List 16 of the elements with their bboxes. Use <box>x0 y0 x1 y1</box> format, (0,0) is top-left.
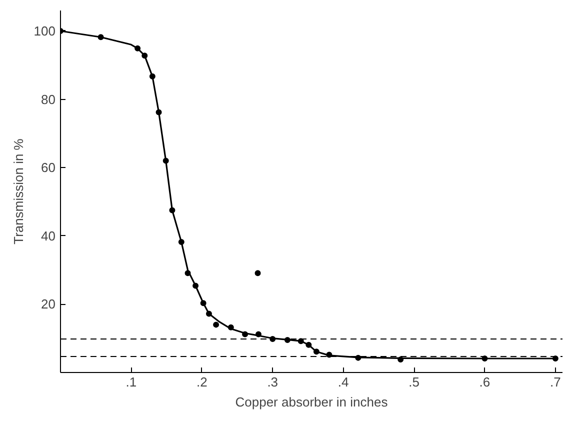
x-tick-label: .1 <box>126 374 137 390</box>
x-tick-label: .2 <box>196 374 208 390</box>
y-axis-title: Transmission in % <box>10 138 26 244</box>
x-tick-label: .5 <box>408 374 420 390</box>
x-tick-label: .4 <box>338 374 349 390</box>
x-tick-label: .6 <box>479 374 490 390</box>
x-tick-label: .7 <box>550 374 561 390</box>
y-tick-label: 100 <box>34 23 56 38</box>
point <box>254 270 261 276</box>
y-tick-label: 40 <box>41 228 56 244</box>
point <box>213 322 220 328</box>
y-tick-label: 60 <box>41 160 56 176</box>
y-tick-label: 20 <box>41 296 56 312</box>
y-tick-label: 80 <box>41 92 56 107</box>
x-axis-title: Copper absorber in inches <box>235 394 388 410</box>
x-tick-label: .3 <box>267 374 278 390</box>
